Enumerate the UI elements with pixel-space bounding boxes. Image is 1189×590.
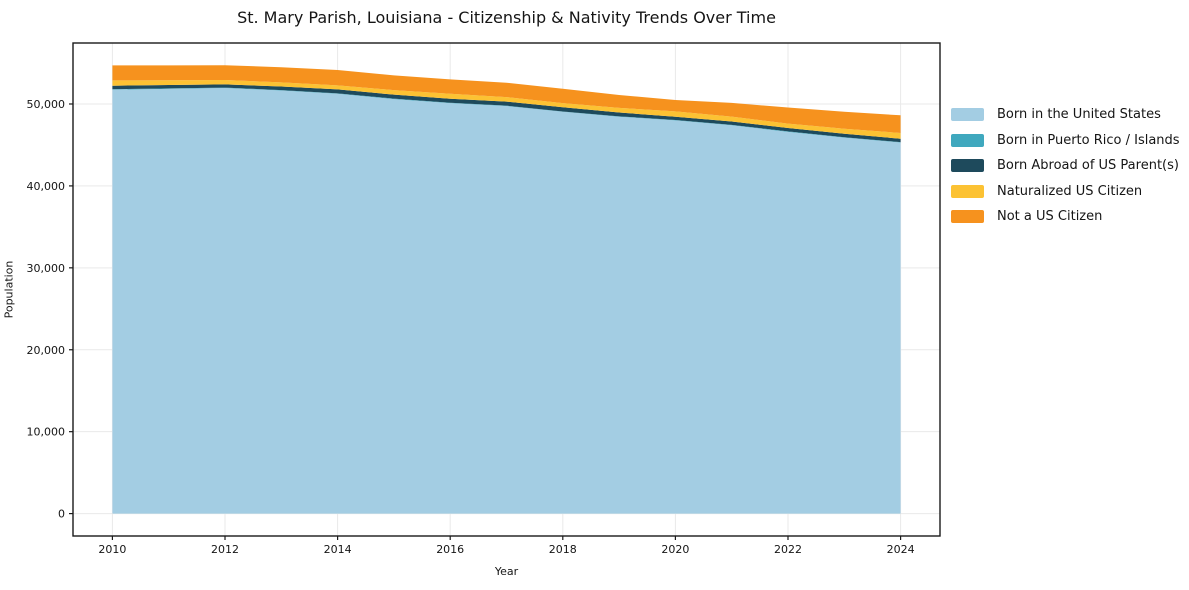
y-tick-label: 40,000 [27, 180, 66, 193]
x-tick-label: 2016 [436, 543, 464, 556]
x-axis-ticks: 2010 2012 2014 2016 2018 2020 2022 2024 [98, 536, 915, 556]
legend-item-naturalized-us-citizen: Naturalized US Citizen [951, 179, 1180, 205]
x-tick-label: 2018 [549, 543, 577, 556]
legend-label: Not a US Citizen [997, 209, 1103, 225]
legend-swatch-icon [951, 159, 984, 173]
y-axis-ticks: 0 10,000 20,000 30,000 40,000 50,000 [27, 98, 73, 521]
y-tick-label: 30,000 [27, 262, 66, 275]
area-series-group [112, 65, 901, 514]
x-tick-label: 2012 [211, 543, 239, 556]
legend-label: Born Abroad of US Parent(s) [997, 158, 1179, 174]
x-tick-label: 2010 [98, 543, 126, 556]
y-axis-label: Population [2, 260, 16, 319]
y-tick-label: 20,000 [27, 344, 66, 357]
legend-swatch-icon [951, 133, 984, 147]
area-series-not-a-us-citizen [112, 65, 901, 133]
y-tick-label: 50,000 [27, 98, 66, 111]
area-series-born-in-the-united-states [112, 88, 901, 514]
x-tick-label: 2014 [324, 543, 352, 556]
legend-item-born-in-the-united-states: Born in the United States [951, 102, 1180, 128]
x-axis-label: Year [494, 565, 519, 578]
legend-label: Born in Puerto Rico / Islands [997, 132, 1180, 148]
legend-item-not-a-us-citizen: Not a US Citizen [951, 204, 1180, 230]
plot-frame [72, 42, 941, 537]
chart-legend: Born in the United States Born in Puerto … [951, 102, 1180, 230]
legend-item-born-abroad-of-us-parent-s: Born Abroad of US Parent(s) [951, 153, 1180, 179]
legend-item-born-in-puerto-rico-islands: Born in Puerto Rico / Islands [951, 128, 1180, 154]
legend-swatch-icon [951, 108, 984, 122]
y-tick-label: 10,000 [27, 426, 66, 439]
legend-swatch-icon [951, 184, 984, 198]
legend-swatch-icon [951, 210, 984, 224]
x-tick-label: 2020 [661, 543, 689, 556]
chart-title: St. Mary Parish, Louisiana - Citizenship… [237, 8, 776, 27]
y-tick-label: 0 [58, 508, 65, 521]
legend-label: Born in the United States [997, 107, 1161, 123]
x-tick-label: 2024 [887, 543, 915, 556]
legend-label: Naturalized US Citizen [997, 183, 1143, 199]
x-tick-label: 2022 [774, 543, 802, 556]
